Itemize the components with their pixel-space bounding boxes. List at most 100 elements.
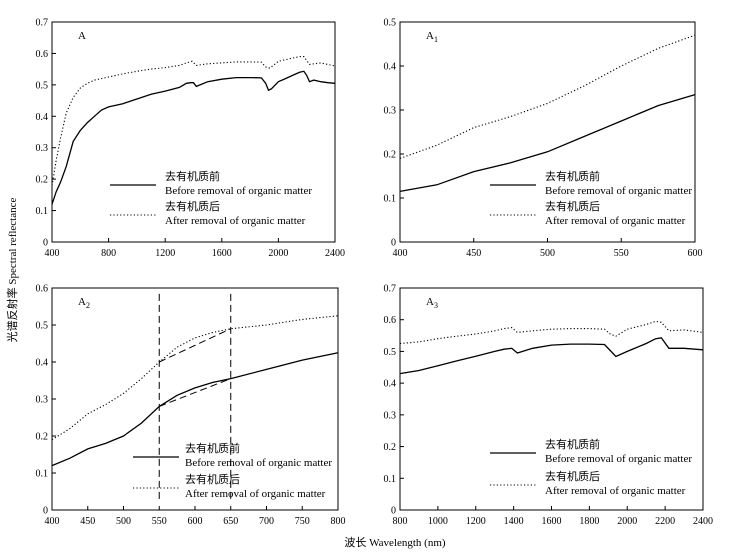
x-tick-label: 1600 (212, 248, 232, 259)
y-tick-label: 0.2 (384, 442, 397, 453)
series-line-dotted (51, 315, 339, 441)
legend-before-en: Before removal of organic matter (545, 453, 692, 465)
series-line-dotted (399, 34, 696, 159)
y-tick-label: 0 (43, 238, 48, 249)
x-tick-label: 2200 (655, 516, 675, 527)
y-tick-label: 0.2 (36, 175, 49, 186)
y-tick-label: 0.3 (36, 395, 49, 406)
y-tick-label: 0.5 (384, 347, 397, 358)
y-tick-label: 0.7 (36, 18, 49, 29)
panel-label: A2 (78, 296, 90, 310)
legend: 去有机质前 Before removal of organic matter 去有机… (490, 437, 692, 497)
legend-after-en: After removal of organic matter (185, 488, 326, 500)
legend: 去有机质前 Before removal of organic matter 去有机… (490, 169, 692, 227)
legend-after-cn: 去有机质后 (165, 199, 220, 213)
x-tick-label: 2400 (325, 248, 345, 259)
y-tick-label: 0.1 (384, 194, 397, 205)
y-tick-label: 0.4 (36, 112, 49, 123)
x-tick-label: 1200 (155, 248, 175, 259)
x-tick-label: 750 (295, 516, 310, 527)
legend-after-en: After removal of organic matter (545, 485, 686, 497)
x-tick-label: 400 (45, 516, 60, 527)
y-tick-label: 0.7 (384, 284, 397, 295)
x-tick-label: 2400 (693, 516, 713, 527)
y-tick-label: 0.1 (384, 474, 397, 485)
x-tick-label: 800 (331, 516, 346, 527)
legend-before-en: Before removal of organic matter (545, 185, 692, 197)
series-line-dotted (51, 56, 336, 186)
legend-after-cn: 去有机质后 (545, 469, 600, 483)
x-tick-label: 400 (45, 248, 60, 259)
y-tick-label: 0.6 (36, 284, 49, 295)
legend-after-cn: 去有机质后 (545, 199, 600, 213)
y-tick-label: 0.1 (36, 206, 49, 217)
figure-xlabel: 波长 Wavelength (nm) (344, 536, 445, 549)
y-tick-label: 0.5 (36, 321, 49, 332)
x-tick-label: 2000 (617, 516, 637, 527)
y-tick-label: 0.3 (384, 410, 397, 421)
series-line-solid (399, 93, 696, 193)
y-tick-label: 0.5 (384, 18, 397, 29)
legend-before-cn: 去有机质前 (545, 169, 600, 183)
legend-after-cn: 去有机质后 (185, 472, 240, 486)
x-tick-label: 600 (188, 516, 203, 527)
continuum-chord (159, 378, 231, 407)
y-tick-label: 0.6 (384, 315, 397, 326)
x-tick-label: 1400 (504, 516, 524, 527)
x-tick-label: 400 (393, 248, 408, 259)
y-tick-label: 0.3 (36, 143, 49, 154)
panel-label: A3 (426, 296, 438, 310)
x-tick-label: 550 (614, 248, 629, 259)
legend-before-cn: 去有机质前 (545, 437, 600, 451)
legend: 去有机质前 Before removal of organic matter 去有机… (133, 441, 332, 500)
x-tick-label: 800 (101, 248, 116, 259)
legend-after-en: After removal of organic matter (545, 215, 686, 227)
y-tick-label: 0.2 (36, 432, 49, 443)
y-tick-label: 0.2 (384, 150, 397, 161)
x-tick-label: 600 (688, 248, 703, 259)
legend: 去有机质前 Before removal of organic matter 去有机… (110, 169, 312, 227)
x-tick-label: 1800 (579, 516, 599, 527)
y-tick-label: 0.4 (384, 62, 397, 73)
y-tick-label: 0 (391, 506, 396, 517)
panel-a: 400 800 1200 1600 2000 2400 0 0.1 0.2 0.3 0.4 0.5 0.… (36, 18, 346, 260)
legend-before-en: Before removal of organic matter (185, 457, 332, 469)
y-tick-label: 0.1 (36, 469, 49, 480)
x-tick-label: 450 (80, 516, 95, 527)
panel-label: A (78, 30, 86, 42)
y-tick-label: 0 (43, 506, 48, 517)
series-line-solid (51, 352, 339, 467)
x-tick-label: 700 (259, 516, 274, 527)
panel-a3: 800 1000 1200 1400 1600 1800 2000 2200 2400 0 0.1 0… (384, 284, 714, 528)
x-tick-label: 500 (116, 516, 131, 527)
x-tick-label: 650 (223, 516, 238, 527)
panel-a2: 400 450 500 550 600 650 700 750 800 0 0.1 0.2 0.3 0.4… (36, 284, 346, 528)
x-tick-label: 800 (393, 516, 408, 527)
plot-frame (51, 21, 336, 243)
legend-before-cn: 去有机质前 (185, 441, 240, 455)
x-tick-label: 500 (540, 248, 555, 259)
figure-ylabel: 光谱反射率 Spectral reflectance (5, 198, 19, 343)
y-tick-label: 0.4 (36, 358, 49, 369)
y-tick-label: 0 (391, 238, 396, 249)
legend-after-en: After removal of organic matter (165, 215, 306, 227)
panel-label: A1 (426, 30, 438, 44)
continuum-chord (159, 328, 231, 363)
x-tick-label: 2000 (268, 248, 288, 259)
panel-a1: 400 450 500 550 600 0 0.1 0.2 0.3 0.4 0.5 A1 去有机质前 Be… (384, 18, 703, 260)
x-tick-label: 1600 (542, 516, 562, 527)
x-tick-label: 550 (152, 516, 167, 527)
series-line-solid (51, 70, 336, 205)
y-tick-label: 0.5 (36, 80, 49, 91)
y-tick-label: 0.4 (384, 379, 397, 390)
legend-before-cn: 去有机质前 (165, 169, 220, 183)
legend-before-en: Before removal of organic matter (165, 185, 312, 197)
x-tick-label: 450 (466, 248, 481, 259)
series-line-solid (399, 337, 704, 375)
panels: 400 800 1200 1600 2000 2400 0 0.1 0.2 0.3 0.4 0.5 0.… (36, 18, 714, 528)
series-line-dotted (399, 320, 704, 345)
y-tick-label: 0.6 (36, 49, 49, 60)
y-tick-label: 0.3 (384, 106, 397, 117)
x-tick-label: 1000 (428, 516, 448, 527)
